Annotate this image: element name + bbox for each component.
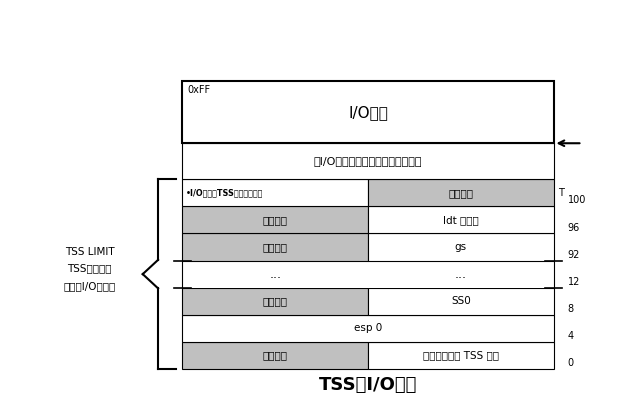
Text: 上一个任务的 TSS 指针: 上一个任务的 TSS 指针 <box>423 350 499 361</box>
Bar <box>182 261 554 288</box>
Text: esp 0: esp 0 <box>354 323 382 334</box>
Bar <box>368 288 554 315</box>
Bar <box>182 179 368 206</box>
Text: （保留）: （保留） <box>262 242 288 252</box>
Text: 0: 0 <box>568 358 574 368</box>
Text: 100: 100 <box>568 196 586 205</box>
Text: I/O位图: I/O位图 <box>348 105 388 120</box>
Text: TSS LIMIT: TSS LIMIT <box>65 247 115 257</box>
Text: •I/O位图在TSS中的偏移地址: •I/O位图在TSS中的偏移地址 <box>186 188 263 197</box>
Bar <box>182 143 554 179</box>
Text: 92: 92 <box>568 250 580 260</box>
Bar <box>368 342 554 369</box>
Text: 96: 96 <box>568 223 580 233</box>
Text: TSS中I/O位图: TSS中I/O位图 <box>319 376 417 394</box>
Text: T: T <box>558 188 564 198</box>
Bar <box>182 233 368 261</box>
Text: 8: 8 <box>568 304 574 314</box>
Bar <box>182 315 554 342</box>
Text: （保留）: （保留） <box>262 215 288 225</box>
Text: 0xFF: 0xFF <box>188 85 211 95</box>
Text: 4: 4 <box>568 331 574 341</box>
Text: SS0: SS0 <box>451 296 470 306</box>
Bar <box>182 81 554 143</box>
Text: ...: ... <box>269 268 281 280</box>
Text: 12: 12 <box>568 277 580 287</box>
Bar <box>182 288 368 315</box>
Bar <box>368 206 554 233</box>
Bar <box>368 179 554 206</box>
Text: （保留）: （保留） <box>448 188 474 198</box>
Bar <box>182 206 368 233</box>
Bar <box>182 342 368 369</box>
Bar <box>368 233 554 261</box>
Text: 由I/O位图地址过高产生的空闲区域: 由I/O位图地址过高产生的空闲区域 <box>314 156 422 166</box>
Text: ldt 选择子: ldt 选择子 <box>443 215 479 225</box>
Text: ...: ... <box>455 268 467 280</box>
Text: TSS实际尺寸: TSS实际尺寸 <box>67 263 112 273</box>
Text: （包括I/O位图）: （包括I/O位图） <box>63 281 116 291</box>
Text: （保留）: （保留） <box>262 350 288 361</box>
Text: gs: gs <box>455 242 467 252</box>
Text: （保留）: （保留） <box>262 296 288 306</box>
